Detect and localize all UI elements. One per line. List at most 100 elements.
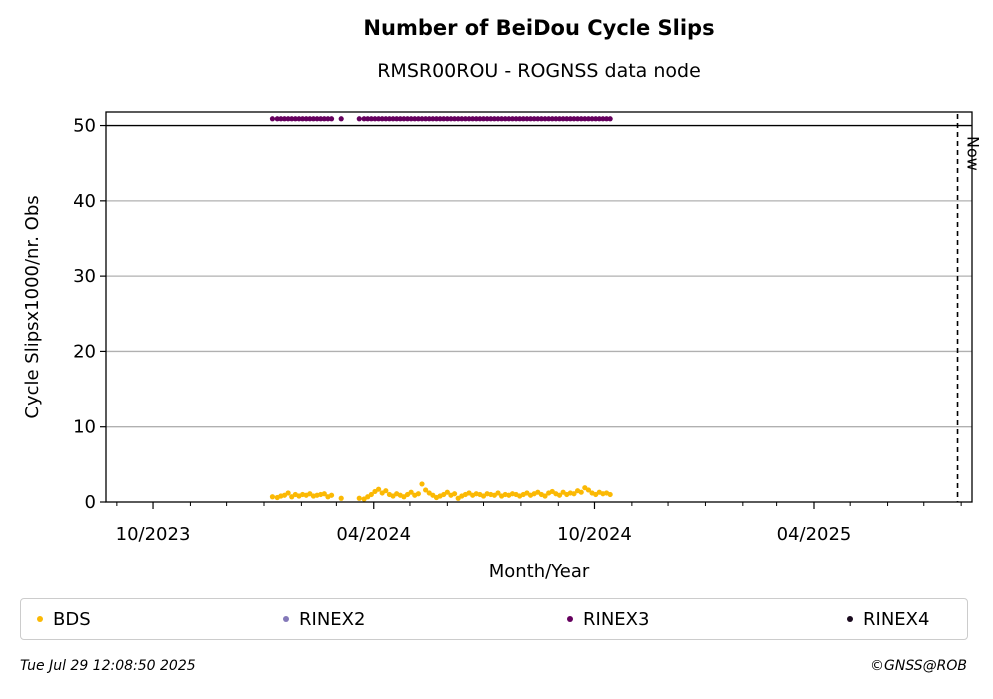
point-rinex3 xyxy=(318,116,324,122)
point-bds xyxy=(571,491,577,497)
point-rinex3 xyxy=(556,116,563,122)
point-rinex3 xyxy=(383,116,389,122)
axis-ticks: 0 10 20 30 40 50 10/2023 04/2024 10/2024 04/2025 xyxy=(73,116,962,545)
point-rinex3 xyxy=(495,116,501,122)
now-label: Now xyxy=(964,136,983,171)
legend: BDS RINEX2 RINEX3 RINEX4 xyxy=(20,598,968,640)
point-rinex3 xyxy=(441,116,447,122)
point-rinex3 xyxy=(488,116,494,122)
point-rinex3 xyxy=(289,116,295,122)
rinex2-marker-icon xyxy=(283,616,289,622)
point-rinex3 xyxy=(527,116,534,122)
x-tick-label: 10/2024 xyxy=(557,524,632,545)
point-rinex3 xyxy=(538,116,545,122)
point-bds xyxy=(408,489,414,495)
point-rinex3 xyxy=(437,116,443,122)
point-bds xyxy=(285,490,291,496)
point-rinex3 xyxy=(390,116,396,122)
point-bds xyxy=(269,494,276,500)
point-bds xyxy=(556,492,563,498)
y-tick-label: 50 xyxy=(73,116,96,137)
point-bds xyxy=(338,495,344,501)
point-rinex3 xyxy=(444,116,450,122)
point-rinex3 xyxy=(535,116,541,122)
point-bds xyxy=(321,491,327,497)
point-rinex3 xyxy=(368,116,374,122)
point-bds xyxy=(368,491,374,498)
point-rinex3 xyxy=(509,116,516,122)
point-rinex3 xyxy=(401,116,407,122)
point-bds xyxy=(495,490,501,496)
point-rinex3 xyxy=(466,116,472,122)
point-rinex3 xyxy=(281,116,288,122)
point-bds xyxy=(607,491,613,498)
point-rinex3 xyxy=(415,116,421,122)
x-tick-label: 04/2024 xyxy=(336,524,411,545)
point-bds xyxy=(415,491,421,497)
point-rinex3 xyxy=(296,116,302,122)
legend-label: RINEX2 xyxy=(299,608,366,630)
point-rinex3 xyxy=(484,116,490,122)
point-rinex3 xyxy=(419,116,425,122)
point-rinex3 xyxy=(491,116,497,122)
point-rinex3 xyxy=(578,116,584,122)
point-rinex3 xyxy=(299,116,306,122)
point-rinex3 xyxy=(546,116,552,122)
point-rinex3 xyxy=(274,116,280,122)
point-rinex3 xyxy=(307,116,313,122)
point-rinex3 xyxy=(325,116,331,122)
y-tick-label: 10 xyxy=(73,417,96,438)
point-rinex3 xyxy=(462,116,469,122)
point-bds xyxy=(375,486,382,492)
point-rinex3 xyxy=(455,116,461,122)
y-tick-label: 40 xyxy=(73,191,96,212)
legend-label: BDS xyxy=(53,608,91,630)
x-axis-label: Month/Year xyxy=(489,561,590,582)
rinex4-marker-icon xyxy=(847,616,853,622)
point-rinex3 xyxy=(379,116,385,122)
point-rinex3 xyxy=(574,116,581,122)
point-rinex3 xyxy=(571,116,577,122)
point-rinex3 xyxy=(356,116,362,122)
y-tick-label: 20 xyxy=(73,341,96,362)
point-rinex3 xyxy=(589,116,595,122)
point-bds xyxy=(383,488,389,494)
point-rinex3 xyxy=(520,116,526,122)
point-rinex3 xyxy=(423,116,429,122)
point-rinex3 xyxy=(426,116,432,122)
point-rinex3 xyxy=(531,116,537,122)
point-rinex3 xyxy=(567,116,573,122)
point-rinex3 xyxy=(502,116,508,122)
point-rinex3 xyxy=(365,116,371,122)
legend-item-bds: BDS xyxy=(37,599,91,639)
x-tick-label: 04/2025 xyxy=(777,524,852,545)
y-axis-label: Cycle Slipsx1000/nr. Obs xyxy=(22,195,43,418)
legend-label: RINEX4 xyxy=(863,608,930,630)
point-bds xyxy=(444,489,450,495)
point-rinex3 xyxy=(542,116,548,122)
point-rinex3 xyxy=(292,116,298,122)
point-rinex3 xyxy=(412,116,418,122)
point-rinex3 xyxy=(517,116,523,122)
point-rinex3 xyxy=(596,116,602,122)
x-tick-label: 10/2023 xyxy=(116,524,191,545)
point-rinex3 xyxy=(397,116,403,122)
point-rinex3 xyxy=(593,116,599,122)
point-rinex3 xyxy=(600,116,606,122)
point-rinex3 xyxy=(448,116,454,122)
chart-subtitle: RMSR00ROU - ROGNSS data node xyxy=(377,60,701,82)
point-rinex3 xyxy=(321,116,327,122)
point-bds xyxy=(419,481,425,487)
point-rinex3 xyxy=(269,116,276,122)
y-tick-label: 0 xyxy=(85,492,96,513)
point-rinex3 xyxy=(338,116,344,122)
y-tick-label: 30 xyxy=(73,266,96,287)
chart-title: Number of BeiDou Cycle Slips xyxy=(363,16,715,40)
credit: ©GNSS@ROB xyxy=(870,658,967,674)
point-rinex3 xyxy=(433,116,440,122)
point-rinex3 xyxy=(328,116,335,122)
point-rinex3 xyxy=(480,116,487,122)
point-rinex3 xyxy=(372,116,378,122)
point-rinex3 xyxy=(564,116,570,122)
